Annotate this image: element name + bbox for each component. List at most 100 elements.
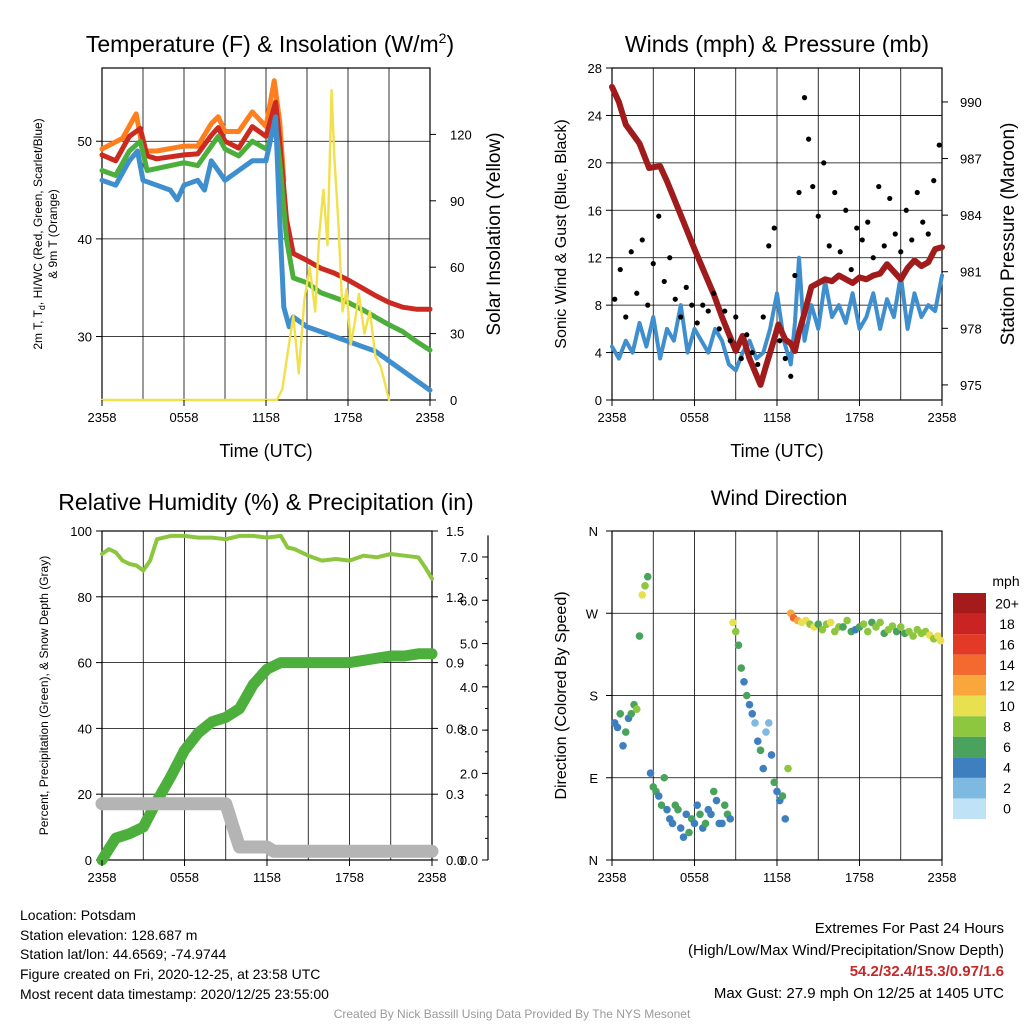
direction-point <box>660 773 669 782</box>
temperature-y-label-line2: & 9m T (Orange) <box>46 189 60 279</box>
winds-y-tick-label: 8 <box>595 298 602 313</box>
direction-point <box>682 810 691 819</box>
gust-point <box>870 255 876 261</box>
direction-point <box>635 632 644 640</box>
direction-point <box>619 741 627 750</box>
temperature-y-right-tick-label: 90 <box>450 194 464 209</box>
winds-y-right-tick-label: 987 <box>960 152 982 167</box>
humidity-y-right-tick-label: 0.9 <box>446 656 464 671</box>
legend-swatch <box>953 736 986 758</box>
direction-point <box>762 728 770 736</box>
gust-point <box>821 160 827 166</box>
direction-point <box>859 620 868 629</box>
gust-point <box>903 207 909 213</box>
humidity-series-gray <box>95 797 439 858</box>
legend-label: 0 <box>1003 801 1011 817</box>
direction-point <box>676 824 685 832</box>
direction-point <box>729 618 737 627</box>
direction-point <box>707 810 715 819</box>
winds-y-tick-label: 28 <box>588 61 602 76</box>
direction-point <box>663 805 671 814</box>
direction-point <box>668 819 677 828</box>
temperature-y-right-tick-label: 0 <box>450 393 457 408</box>
gust-point <box>755 361 761 368</box>
credit-text: Created By Nick Bassill Using Data Provi… <box>333 1007 691 1021</box>
gust-point <box>694 320 700 326</box>
direction-point <box>876 618 884 627</box>
humidity-y-right-tick-label: 0.0 <box>446 853 464 868</box>
direction-point <box>756 746 765 755</box>
direction-point <box>764 719 773 727</box>
humidity-y-right-tick-label: 1.2 <box>446 590 464 605</box>
humidity-y-tick-label: 40 <box>78 721 92 736</box>
legend-swatch <box>953 757 986 778</box>
temperature-y-right-tick-label: 30 <box>450 327 464 342</box>
latlon-text: Station lat/lon: 44.6569; -74.9744 <box>20 946 227 963</box>
humidity-series-green <box>96 648 438 866</box>
direction-point <box>814 620 823 629</box>
gust-point <box>796 189 802 196</box>
direction-point <box>896 623 905 631</box>
legend-swatch <box>953 695 986 717</box>
gust-point <box>722 308 728 314</box>
direction-point <box>613 723 622 732</box>
winds-y-right-tick-label: 990 <box>960 95 982 110</box>
direction-point <box>745 700 754 709</box>
winds-x-tick-label: 1158 <box>763 410 791 425</box>
gust-point <box>920 219 926 225</box>
direction-point <box>751 719 759 727</box>
created-text: Figure created on Fri, 2020-12-25, at 23… <box>20 966 321 983</box>
direction-point <box>646 769 655 777</box>
temperature-x-tick-label: 1758 <box>334 410 363 425</box>
direction-title: Wind Direction <box>711 487 848 510</box>
legend-label: 18 <box>999 616 1015 632</box>
humidity-y-tick-label: 0 <box>85 853 92 868</box>
direction-point <box>731 627 740 636</box>
winds-x-label: Time (UTC) <box>730 441 823 461</box>
legend-swatch <box>953 654 986 676</box>
direction-point <box>690 819 699 828</box>
gust-point <box>766 243 772 249</box>
direction-point <box>759 764 768 773</box>
gust-point <box>771 225 777 231</box>
humidity-x-tick-label: 2358 <box>418 870 447 885</box>
gust-point <box>782 355 788 362</box>
direction-point <box>818 625 827 634</box>
direction-point <box>826 618 835 627</box>
direction-y-tick-label: W <box>586 606 599 621</box>
winds-y-right-tick-label: 978 <box>960 321 982 336</box>
gust-point <box>843 207 849 213</box>
gust-point <box>738 355 744 362</box>
temperature-y-right-label: Solar Insolation (Yellow) <box>484 132 505 335</box>
legend-label: 2 <box>1003 780 1011 796</box>
gust-point <box>806 136 812 142</box>
humidity-far-right-tick-label: 4.0 <box>460 680 478 695</box>
legend-swatch <box>953 798 986 819</box>
winds-y-right-tick-label: 981 <box>960 265 982 280</box>
humidity-far-right-tick-label: 0.0 <box>460 853 478 868</box>
gust-point <box>700 302 706 308</box>
gust-point <box>612 296 618 302</box>
temperature-x-tick-label: 2358 <box>416 410 445 425</box>
direction-point <box>674 805 682 814</box>
gust-point <box>705 308 711 314</box>
gust-point <box>639 237 645 243</box>
humidity-y-tick-label: 100 <box>70 524 92 539</box>
humidity-far-right-tick-label: 5.0 <box>460 637 478 652</box>
winds-y-tick-label: 20 <box>588 156 602 171</box>
direction-point <box>781 815 790 823</box>
recent-data-text: Most recent data timestamp: 2020/12/25 2… <box>20 985 329 1002</box>
temperature-x-tick-label: 0558 <box>170 410 199 425</box>
humidity-x-tick-label: 1758 <box>335 870 364 885</box>
humidity-far-right-tick-label: 2.0 <box>460 766 478 781</box>
direction-point <box>734 641 743 650</box>
direction-point <box>696 810 704 819</box>
direction-x-tick-label: 2358 <box>598 870 627 885</box>
winds-y-right-label: Station Pressure (Maroon) <box>998 123 1019 346</box>
legend-label: 16 <box>999 636 1015 652</box>
direction-point <box>627 709 636 718</box>
temperature-y-right-tick-label: 60 <box>450 260 464 275</box>
direction-y-tick-label: S <box>589 689 598 704</box>
direction-point <box>679 833 688 841</box>
